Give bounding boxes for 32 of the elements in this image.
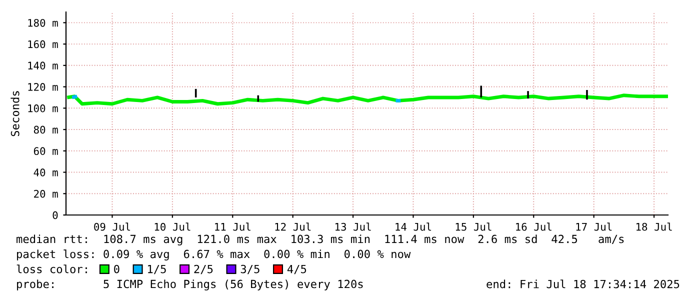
y-tick-label: 160 m [28,40,58,48]
x-tick-label: 09 Jul [94,222,130,231]
text: packet loss: 0.09 % avg 6.67 % max 0.00 % min 0.00 % now [17,250,411,260]
x-tick-label: 14 Jul [396,222,432,231]
y-tick-label: 60 m [34,147,58,156]
y-tick-label: 100 m [28,104,58,112]
legend-label: 4/5 [287,264,306,274]
y-axis-title: Seconds [10,91,20,136]
x-tick-label: 17 Jul [576,222,612,231]
y-tick-label: 180 m [28,18,58,27]
y-tick-label: 80 m [34,126,58,134]
x-tick-label: 18 Jul [636,222,672,231]
text: loss color: [16,264,87,274]
legend-label: 2/5 [194,264,213,274]
y-tick-label: 40 m [34,168,58,176]
y-tick-label: 120 m [28,83,58,91]
text: end: Fri Jul 18 17:34:14 2025 [486,280,680,288]
x-tick-label: 11 Jul [215,222,250,231]
legend-label: 3/5 [240,264,260,274]
y-tick-label: 140 m [28,62,58,70]
x-tick-label: 15 Jul [456,222,492,231]
y-tick-label: 0 [52,211,58,220]
line-series [66,94,668,106]
text: probe: 5 ICMP Echo Pings (56 Bytes) every 120s [17,280,363,290]
legend-label: 0 [114,264,120,274]
x-tick-label: 12 Jul [275,222,311,231]
x-tick-label: 10 Jul [154,222,190,231]
legend-label: 1/5 [148,264,166,274]
x-tick-label: 13 Jul [335,222,371,231]
x-tick-label: 16 Jul [516,222,552,231]
text: median rtt: 108.7 ms avg 121.0 ms max 103.3 ms min 111.4 ms now 2.6 ms sd 42.5 am/s [16,234,624,246]
y-tick-label: 20 m [34,190,58,198]
